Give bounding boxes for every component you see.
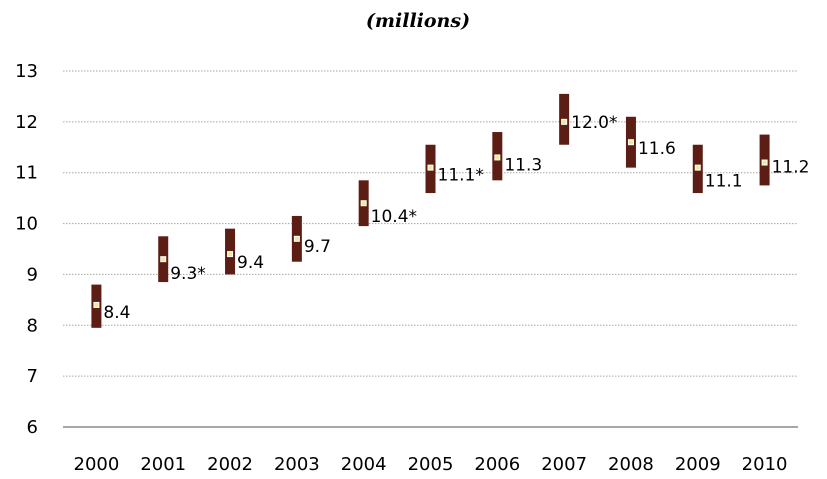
y-tick-label: 10 xyxy=(15,214,38,235)
estimate-point xyxy=(360,200,367,207)
y-tick-label: 12 xyxy=(15,112,38,133)
y-axis-tick-labels: 6 7 8 9 10 11 12 13 xyxy=(15,61,38,438)
estimate-point xyxy=(293,235,300,242)
x-tick-label: 2008 xyxy=(608,454,654,475)
y-tick-label: 11 xyxy=(15,163,38,184)
x-tick-label: 2001 xyxy=(140,454,186,475)
x-tick-label: 2009 xyxy=(675,454,721,475)
data-label: 10.4* xyxy=(371,207,417,227)
data-labels: 8.4 9.3* 9.4 9.7 10.4* 11.1* 11.3 12.0* 11.6 11.1… xyxy=(103,113,809,323)
range-bars xyxy=(91,93,770,328)
estimate-point xyxy=(93,301,100,308)
data-label: 9.7 xyxy=(304,237,331,257)
data-label: 11.6 xyxy=(638,139,676,159)
y-tick-label: 6 xyxy=(27,417,38,438)
data-label: 11.3 xyxy=(504,155,542,175)
data-label: 9.3* xyxy=(170,264,206,284)
estimate-points xyxy=(93,118,768,308)
gridlines xyxy=(63,70,798,377)
y-tick-label: 9 xyxy=(27,264,38,285)
x-tick-label: 2003 xyxy=(274,454,320,475)
x-axis-tick-labels: 2000 2001 2002 2003 2004 2005 2006 2007 2008 2009… xyxy=(74,454,788,475)
x-tick-label: 2004 xyxy=(341,454,387,475)
data-label: 8.4 xyxy=(103,303,130,323)
estimate-point xyxy=(227,251,234,258)
x-tick-label: 2010 xyxy=(742,454,788,475)
estimate-point xyxy=(494,154,501,161)
estimate-point xyxy=(627,139,634,146)
estimate-point xyxy=(694,164,701,171)
x-tick-label: 2002 xyxy=(207,454,253,475)
x-tick-label: 2006 xyxy=(474,454,520,475)
estimate-point xyxy=(761,159,768,166)
x-tick-label: 2000 xyxy=(74,454,120,475)
estimate-point xyxy=(160,256,167,263)
data-label: 9.4 xyxy=(237,253,264,273)
x-tick-label: 2005 xyxy=(408,454,454,475)
x-tick-label: 2007 xyxy=(541,454,587,475)
y-tick-label: 7 xyxy=(27,366,38,387)
data-label: 11.1* xyxy=(438,166,484,186)
y-tick-label: 13 xyxy=(15,61,38,82)
estimate-point xyxy=(427,164,434,171)
data-label: 12.0* xyxy=(571,113,617,133)
chart-title: (millions) xyxy=(366,10,470,32)
y-tick-label: 8 xyxy=(27,315,38,336)
data-label: 11.2 xyxy=(772,158,810,178)
data-label: 11.1 xyxy=(705,172,743,192)
estimate-point xyxy=(561,118,568,125)
